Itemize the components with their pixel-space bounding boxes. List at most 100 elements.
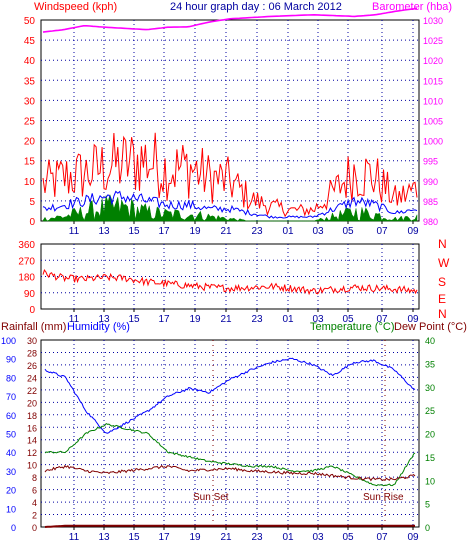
humidity-axis-title: Humidity (%) — [67, 321, 130, 333]
rainfall-y-tick-label: 6 — [32, 486, 37, 496]
wind-y-tick-label: 0 — [29, 217, 35, 228]
temperature-x-tick-label: 01 — [282, 532, 294, 543]
wind-panel: 11 13 15 17 19 21 23 01 03 05 07 090510152025303540… — [24, 7, 443, 237]
direction-x-tick-label: 09 — [407, 314, 419, 325]
temperature-x-tick-label: 07 — [376, 532, 388, 543]
wind-y-tick-label: 25 — [24, 117, 36, 128]
wind-x-tick-label: 01 — [282, 226, 294, 237]
barometer-y-tick-label: 980 — [423, 217, 438, 227]
temp-y-tick-label: 35 — [425, 359, 435, 369]
wind-y-tick-label: 30 — [24, 96, 36, 107]
compass-label: N — [438, 237, 447, 251]
barometer-y-tick-label: 1015 — [423, 76, 443, 86]
direction-x-tick-label: 03 — [312, 314, 324, 325]
direction-x-tick-label: 15 — [128, 314, 140, 325]
direction-x-tick-label: 13 — [98, 314, 110, 325]
wind-x-tick-label: 11 — [69, 226, 80, 237]
temperature-x-tick-label: 17 — [158, 532, 170, 543]
wind-x-tick-label: 03 — [312, 226, 324, 237]
wind-x-tick-label: 07 — [376, 226, 388, 237]
temp-y-tick-label: 30 — [425, 383, 435, 393]
rainfall-y-tick-label: 24 — [27, 373, 37, 383]
temp-y-tick-label: 25 — [425, 406, 435, 416]
direction-x-tick-label: 19 — [189, 314, 201, 325]
humidity-y-tick-label: 100 — [1, 336, 16, 346]
temperature-x-tick-label: 09 — [407, 532, 419, 543]
wind-y-tick-label: 10 — [24, 177, 36, 188]
temp-y-tick-label: 20 — [425, 430, 435, 440]
rainfall-axis-title: Rainfall (mm) — [1, 321, 66, 333]
temp-y-tick-label: 40 — [425, 336, 435, 346]
direction-x-tick-label: 01 — [282, 314, 294, 325]
wind-x-tick-label: 23 — [251, 226, 263, 237]
temp-y-tick-label: 0 — [425, 523, 430, 533]
wind-y-tick-label: 20 — [24, 137, 36, 148]
temperature-axis-title: Temperature (°C) — [310, 321, 394, 333]
wind-x-tick-label: 19 — [189, 226, 201, 237]
temp-y-tick-label: 10 — [425, 476, 435, 486]
humidity-y-tick-label: 10 — [6, 504, 16, 514]
wind-x-tick-label: 13 — [98, 226, 110, 237]
wind-min-area — [42, 193, 418, 222]
wind-y-tick-label: 50 — [24, 16, 36, 27]
compass-label: E — [438, 292, 446, 306]
wind-x-tick-label: 21 — [220, 226, 232, 237]
barometer-y-tick-label: 1010 — [423, 96, 443, 106]
wind-y-tick-label: 5 — [29, 197, 35, 208]
rainfall-y-tick-label: 22 — [27, 386, 37, 396]
rainfall-y-tick-label: 28 — [27, 348, 37, 358]
humidity-y-tick-label: 50 — [6, 430, 16, 440]
rainfall-y-tick-label: 14 — [27, 436, 37, 446]
humidity-y-tick-label: 70 — [6, 392, 16, 402]
wind-direction-line — [42, 269, 418, 296]
rainfall-line — [44, 524, 415, 528]
wind-gust-line — [42, 132, 418, 218]
rainfall-y-tick-label: 10 — [27, 461, 37, 471]
direction-y-tick-label: 360 — [18, 240, 35, 251]
wind-y-tick-label: 35 — [24, 76, 36, 87]
direction-y-tick-label: 0 — [29, 305, 35, 316]
wind-avg-line — [42, 190, 418, 219]
rainfall-y-tick-label: 18 — [27, 411, 37, 421]
direction-y-tick-label: 270 — [18, 256, 35, 267]
wind-axis-title: Windspeed (kph) — [34, 1, 117, 13]
barometer-y-tick-label: 1005 — [423, 117, 443, 127]
direction-y-tick-label: 90 — [24, 289, 36, 300]
rainfall-y-tick-label: 2 — [32, 511, 37, 521]
temperature-x-tick-label: 05 — [342, 532, 354, 543]
temperature-x-tick-label: 19 — [189, 532, 201, 543]
rainfall-y-tick-label: 16 — [27, 423, 37, 433]
compass-label: N — [438, 307, 447, 321]
temperature-panel: 11 13 15 17 19 21 23 01 03 05 07 090102030405060708… — [1, 336, 435, 543]
wind-x-tick-label: 17 — [158, 226, 170, 237]
direction-x-tick-label: 11 — [69, 314, 80, 325]
barometer-y-tick-label: 990 — [423, 177, 438, 187]
temperature-x-tick-label: 23 — [251, 532, 263, 543]
temp-y-tick-label: 15 — [425, 453, 435, 463]
rainfall-y-tick-label: 30 — [27, 336, 37, 346]
dewpoint-line — [44, 464, 416, 482]
rainfall-y-tick-label: 26 — [27, 361, 37, 371]
temperature-x-tick-label: 13 — [98, 532, 110, 543]
humidity-y-tick-label: 20 — [6, 486, 16, 496]
barometer-y-tick-label: 1020 — [423, 56, 443, 66]
rainfall-y-tick-label: 8 — [32, 473, 37, 483]
wind-y-tick-label: 15 — [24, 157, 36, 168]
wind-x-tick-label: 05 — [342, 226, 354, 237]
sunrise-label: Sun Rise — [363, 492, 404, 503]
barometer-y-tick-label: 995 — [423, 157, 438, 167]
barometer-line — [42, 7, 418, 33]
rainfall-y-tick-label: 20 — [27, 398, 37, 408]
humidity-y-tick-label: 60 — [6, 411, 16, 421]
wind-x-tick-label: 15 — [128, 226, 140, 237]
temperature-x-tick-label: 11 — [69, 532, 80, 543]
humidity-y-tick-label: 90 — [6, 355, 16, 365]
direction-y-tick-label: 180 — [18, 273, 35, 284]
barometer-axis-title: Barometer (hba) — [372, 1, 452, 13]
temp-y-tick-label: 5 — [425, 500, 430, 510]
temperature-line — [44, 422, 416, 487]
direction-x-tick-label: 21 — [220, 314, 232, 325]
chart-title: 24 hour graph day : 06 March 2012 — [170, 1, 342, 13]
rainfall-y-tick-label: 12 — [27, 448, 37, 458]
